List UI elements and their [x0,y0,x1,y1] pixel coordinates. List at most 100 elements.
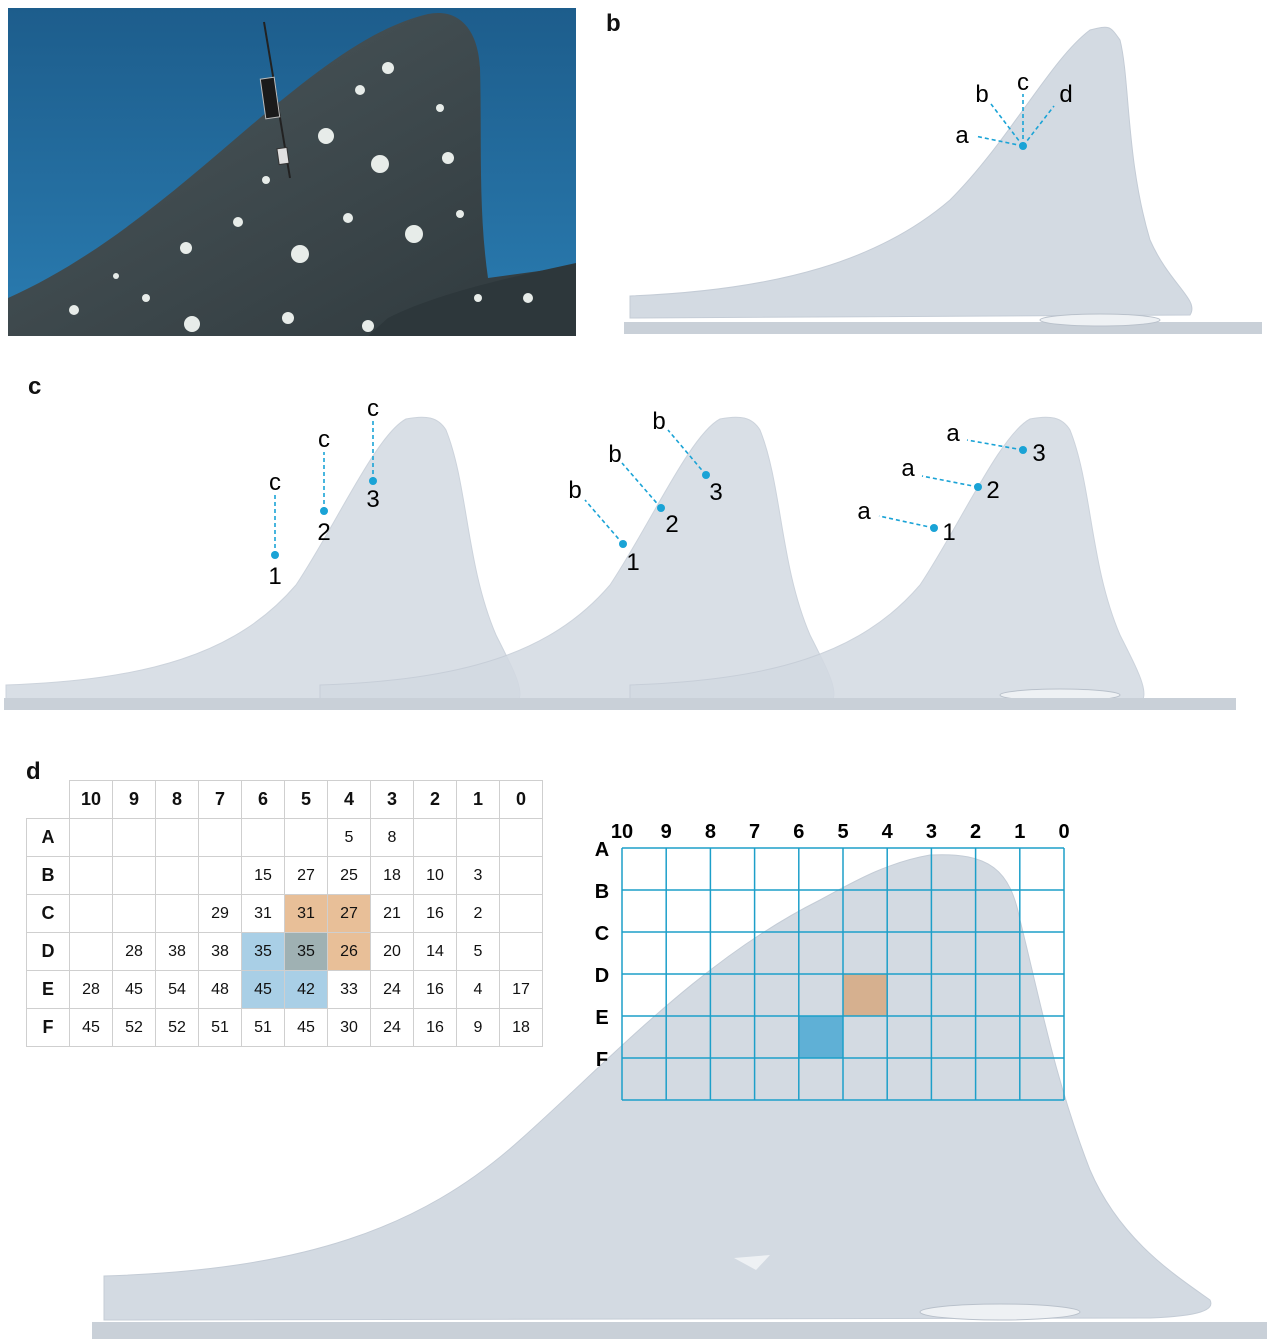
panel-c-fin2-point-1 [619,540,627,548]
grid-cell: 8 [370,818,414,857]
grid-cell [241,818,285,857]
grid-cell: 45 [112,970,156,1009]
panel-b-markers [974,94,1055,147]
overlay-column-label: 6 [793,821,804,843]
panel-c-fin2-point-2 [657,504,665,512]
overlay-column-label: 8 [705,821,716,843]
panel-c-fin3-dir: a [901,455,915,482]
grid-cell: 26 [327,932,371,971]
grid-cell [155,856,199,895]
grid-column-label: 10 [69,780,113,819]
grid-column-label: 2 [413,780,457,819]
grid-column-label: 1 [456,780,500,819]
grid-column-label: 5 [284,780,328,819]
grid-cell: 4 [456,970,500,1009]
overlay-column-label: 4 [882,821,894,843]
panel-c-fin3-dir: a [946,420,960,447]
grid-cell: 38 [198,932,242,971]
grid-cell: 5 [456,932,500,971]
grid-cell: 31 [241,894,285,933]
grid-cell: 27 [284,856,328,895]
overlay-column-label: 9 [661,821,672,843]
grid-cell: 18 [499,1008,543,1047]
panel-c-fin2-pos-1: 1 [626,549,639,576]
panel-c-fin3-pos-2: 2 [986,477,999,504]
overlay-column-label: 7 [749,821,760,843]
grid-cell: 10 [413,856,457,895]
dorsal-fin-shape [8,12,576,336]
grid-cell: 14 [413,932,457,971]
panel-c-fin1-lines [274,421,374,555]
overlay-grid-column-labels: 10 9 8 7 6 5 4 3 2 1 0 [611,821,1070,843]
overlay-row-label: B [595,881,609,903]
grid-cell: 42 [284,970,328,1009]
grid-cell: 24 [370,970,414,1009]
grid-cell: 51 [198,1008,242,1047]
panel-c-fin2-pos-3: 3 [709,479,722,506]
panel-c-fin2-dir: b [652,408,665,435]
grid-row-label: A [26,818,70,857]
grid-cell: 21 [370,894,414,933]
overlay-cell-orange [843,974,888,1016]
panel-c-fin1-point-1 [271,551,279,559]
grid-cell: 27 [327,894,371,933]
grid-column-label: 9 [112,780,156,819]
overlay-column-label: 5 [837,821,848,843]
table-row: E 28 45 54 48 45 42 33 24 16 4 17 [26,970,543,1009]
grid-cell: 16 [413,1008,457,1047]
grid-cell [69,818,113,857]
grid-column-label: 0 [499,780,543,819]
overlay-row-label: F [596,1049,608,1071]
grid-cell: 18 [370,856,414,895]
panel-label-b: b [606,10,621,37]
panel-c-base [4,698,1236,710]
grid-cell: 35 [241,932,285,971]
panel-c-fin1-pos-1: 1 [268,563,281,590]
panel-b-tag-point [1019,142,1027,150]
grid-cell [155,894,199,933]
grid-cell: 2 [456,894,500,933]
overlay-row-label: D [595,965,609,987]
overlay-cell-blue [798,1016,843,1058]
panel-b-line-a: a [955,122,969,149]
grid-cell: 52 [112,1008,156,1047]
grid-cell [198,818,242,857]
panel-c-fin3-lines [878,439,1024,529]
grid-column-label: 3 [370,780,414,819]
grid-cell: 48 [198,970,242,1009]
grid-cell: 25 [327,856,371,895]
panel-c-fin-2 [319,416,835,708]
panel-c-fin2-dir: b [608,441,621,468]
grid-cell: 3 [456,856,500,895]
grid-cell: 16 [413,894,457,933]
overlay-row-label: E [595,1007,608,1029]
overlay-grid [621,847,1065,1101]
grid-cell: 45 [69,1008,113,1047]
panel-c-fin3-pos-3: 3 [1032,440,1045,467]
fin-spots [69,62,533,332]
grid-column-label: 7 [198,780,242,819]
grid-cell: 51 [241,1008,285,1047]
grid-row-label: F [26,1008,70,1047]
grid-cell [499,856,543,895]
panel-label-d: d [26,758,41,785]
grid-cell [198,856,242,895]
grid-cell: 45 [284,1008,328,1047]
grid-cell: 35 [284,932,328,971]
grid-cell: 16 [413,970,457,1009]
panel-c-fin2-lines [584,429,707,545]
panel-c-fin2-dir: b [568,477,581,504]
table-row: F 45 52 52 51 51 45 30 24 16 9 18 [26,1008,543,1047]
grid-cell: 17 [499,970,543,1009]
panel-c-fin1-dir: c [318,426,330,453]
panel-c-fin-1 [5,416,521,708]
overlay-row-label: C [595,923,609,945]
grid-cell: 9 [456,1008,500,1047]
panel-c-fin1-point-3 [369,477,377,485]
overlay-column-label: 2 [970,821,981,843]
panel-b-line-d: d [1059,81,1072,108]
panel-b-line-b: b [975,81,988,108]
overlay-column-label: 0 [1058,821,1069,843]
shark-back [368,263,576,336]
